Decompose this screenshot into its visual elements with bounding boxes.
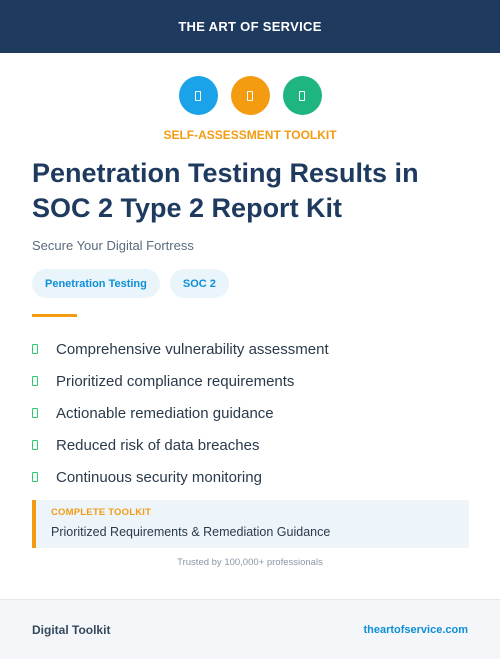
feature-text: Actionable remediation guidance: [56, 404, 274, 422]
callout-description: Prioritized Requirements & Remediation G…: [51, 525, 331, 539]
tag-soc-2[interactable]: SOC 2: [169, 269, 229, 298]
top-banner: THE ART OF SERVICE: [0, 0, 500, 53]
footer: Digital Toolkit theartofservice.com: [0, 599, 500, 659]
trust-note: Trusted by 100,000+ professionals: [177, 557, 323, 568]
tag-list: Penetration Testing SOC 2: [32, 269, 229, 298]
page-title: Penetration Testing Results in SOC 2 Typ…: [32, 158, 419, 223]
document-icon-orange: [230, 76, 270, 115]
check-icon: [32, 440, 38, 450]
kicker-label: SELF-ASSESSMENT TOOLKIT: [163, 128, 337, 142]
document-icon-blue: [178, 76, 218, 115]
document-icon-green: [282, 76, 322, 115]
check-icon: [32, 376, 38, 386]
list-item: Continuous security monitoring: [32, 461, 329, 493]
feature-text: Reduced risk of data breaches: [56, 436, 260, 454]
check-icon: [32, 408, 38, 418]
check-icon: [32, 344, 38, 354]
list-item: Reduced risk of data breaches: [32, 429, 329, 461]
list-item: Comprehensive vulnerability assessment: [32, 333, 329, 365]
feature-text: Continuous security monitoring: [56, 468, 262, 486]
tagline: Secure Your Digital Fortress: [32, 238, 194, 253]
list-item: Actionable remediation guidance: [32, 397, 329, 429]
document-icon: [195, 90, 201, 101]
check-icon: [32, 472, 38, 482]
feature-text: Comprehensive vulnerability assessment: [56, 340, 329, 358]
document-icon: [299, 90, 305, 101]
icon-row: [0, 76, 500, 115]
toolkit-callout: COMPLETE TOOLKIT Prioritized Requirement…: [32, 500, 469, 548]
feature-list: Comprehensive vulnerability assessment P…: [32, 333, 329, 493]
footer-label: Digital Toolkit: [32, 622, 111, 637]
list-item: Prioritized compliance requirements: [32, 365, 329, 397]
feature-text: Prioritized compliance requirements: [56, 372, 295, 390]
accent-divider: [32, 314, 77, 317]
website-link[interactable]: theartofservice.com: [363, 623, 468, 636]
tag-penetration-testing[interactable]: Penetration Testing: [32, 269, 160, 298]
brand-name: THE ART OF SERVICE: [178, 19, 322, 34]
callout-label: COMPLETE TOOLKIT: [51, 507, 152, 518]
document-icon: [247, 90, 253, 101]
